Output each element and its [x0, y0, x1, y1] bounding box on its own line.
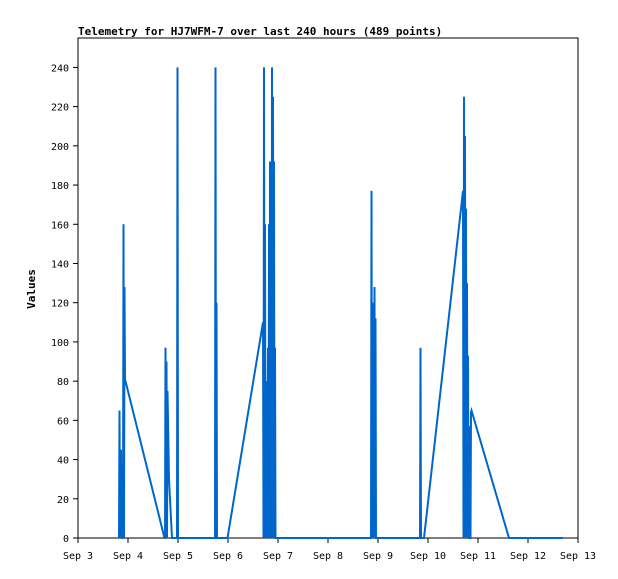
chart-title: Telemetry for HJ7WFM-7 over last 240 hou…	[78, 25, 442, 38]
y-tick-label: 80	[57, 377, 69, 388]
x-tick-label: Sep 6	[213, 551, 243, 562]
x-tick-label: Sep 10	[410, 551, 446, 562]
x-tick-label: Sep 4	[113, 551, 143, 562]
x-tick-label: Sep 5	[163, 551, 193, 562]
y-tick-label: 160	[51, 220, 69, 231]
y-tick-label: 20	[57, 495, 69, 506]
y-tick-label: 220	[51, 103, 69, 114]
y-tick-label: 120	[51, 299, 69, 310]
x-tick-label: Sep 8	[313, 551, 343, 562]
x-tick-label: Sep 9	[363, 551, 393, 562]
x-tick-label: Sep 12	[510, 551, 546, 562]
y-tick-label: 140	[51, 259, 69, 270]
series-line	[118, 67, 563, 539]
y-tick-label: 200	[51, 142, 69, 153]
y-tick-label: 0	[63, 534, 69, 545]
y-axis: 0 20 40 60 80 100 120 140 160 180 200 220 240	[51, 63, 78, 545]
x-axis: Sep 3 Sep 4 Sep 5 Sep 6 Sep 7 Sep 8 Sep 9 Sep 1…	[63, 538, 596, 562]
y-tick-label: 60	[57, 416, 69, 427]
y-tick-label: 40	[57, 456, 69, 467]
plot-area	[77, 37, 579, 539]
x-tick-label: Sep 11	[460, 551, 496, 562]
series-layer	[118, 67, 563, 539]
x-tick-label: Sep 13	[560, 551, 596, 562]
x-tick-label: Sep 7	[263, 551, 293, 562]
y-tick-label: 180	[51, 181, 69, 192]
y-axis-label: Values	[25, 269, 38, 309]
y-tick-label: 100	[51, 338, 69, 349]
y-tick-label: 240	[51, 63, 69, 74]
x-tick-label: Sep 3	[63, 551, 93, 562]
